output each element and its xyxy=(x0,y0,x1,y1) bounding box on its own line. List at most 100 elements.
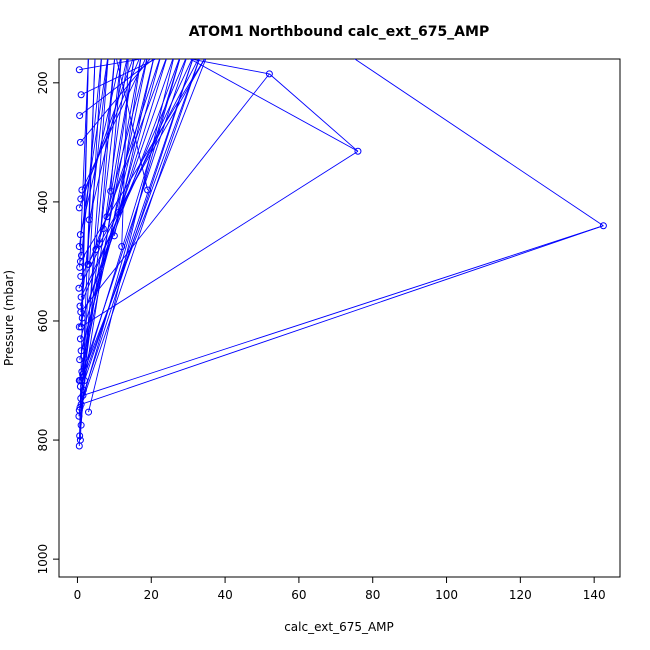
profile-segment xyxy=(80,225,604,405)
data-point xyxy=(77,323,85,331)
profile-segment xyxy=(88,59,167,265)
data-point xyxy=(96,240,104,248)
x-tick-label: 80 xyxy=(365,588,380,602)
profile-segment xyxy=(78,59,200,411)
data-point xyxy=(354,147,362,155)
data-point xyxy=(78,186,86,194)
data-point xyxy=(77,195,85,203)
data-point xyxy=(76,335,84,343)
profile-segment xyxy=(106,59,135,217)
plot-frame xyxy=(58,58,621,578)
profile-segment xyxy=(79,59,155,116)
y-axis-label: Pressure (mbar) xyxy=(2,270,16,366)
profile-segment xyxy=(82,225,604,396)
x-tick-label: 120 xyxy=(509,588,532,602)
data-point xyxy=(79,391,87,399)
data-points xyxy=(75,66,607,450)
data-point xyxy=(77,421,85,429)
data-point xyxy=(80,377,88,385)
profile-segment xyxy=(354,59,604,227)
data-point xyxy=(75,204,83,212)
data-point xyxy=(76,257,84,265)
profile-segment xyxy=(80,150,359,328)
profile-segment xyxy=(82,59,207,375)
profile-segment xyxy=(78,59,141,381)
data-point xyxy=(75,243,83,251)
x-axis: 0 20 40 60 80 100 120 140 xyxy=(74,577,606,602)
profile-segment xyxy=(79,59,187,307)
data-point xyxy=(75,406,83,414)
profile-segment xyxy=(80,73,270,313)
y-tick-label: 800 xyxy=(36,429,50,452)
data-point xyxy=(77,293,85,301)
profile-segment xyxy=(80,59,161,351)
data-point xyxy=(110,232,118,240)
profile-segment xyxy=(80,59,109,313)
data-point xyxy=(76,112,84,120)
profile-segment xyxy=(79,59,121,235)
profile-segment xyxy=(80,59,206,277)
profile-segment xyxy=(80,59,140,200)
y-tick-label: 400 xyxy=(36,190,50,213)
data-point xyxy=(78,368,86,376)
data-point xyxy=(78,377,86,385)
x-tick-label: 140 xyxy=(583,588,606,602)
data-point xyxy=(85,216,93,224)
profile-segment xyxy=(99,59,116,244)
data-point xyxy=(118,243,126,251)
profile-segment xyxy=(110,59,122,192)
x-tick-label: 100 xyxy=(435,588,458,602)
data-point xyxy=(76,356,84,364)
data-point xyxy=(76,231,84,239)
profile-segment xyxy=(81,59,146,191)
data-point xyxy=(103,213,111,221)
profile-segment xyxy=(79,59,144,71)
profile-segment xyxy=(102,59,148,229)
data-point xyxy=(77,91,85,99)
plot-area xyxy=(75,59,607,450)
data-point xyxy=(92,246,100,254)
data-point xyxy=(107,187,115,195)
data-point xyxy=(76,436,84,444)
data-point xyxy=(85,260,93,268)
data-point xyxy=(85,408,93,416)
profile-segment xyxy=(78,59,134,209)
chart-title: ATOM1 Northbound calc_ext_675_AMP xyxy=(189,24,489,40)
data-point xyxy=(77,308,85,316)
data-point xyxy=(75,284,83,292)
profile-segment xyxy=(80,59,181,405)
profile-segment xyxy=(188,59,270,75)
y-tick-label: 600 xyxy=(36,310,50,333)
data-point xyxy=(114,209,122,217)
x-tick-label: 20 xyxy=(144,588,159,602)
profile-segment xyxy=(79,59,200,387)
profile-segment xyxy=(269,73,359,152)
x-tick-label: 60 xyxy=(291,588,306,602)
y-axis: 200 400 600 800 1000 xyxy=(36,71,59,574)
x-tick-label: 0 xyxy=(74,588,82,602)
profile-segment xyxy=(78,59,174,328)
profile-segment xyxy=(79,59,167,339)
profile-segment xyxy=(117,59,142,213)
x-axis-label: calc_ext_675_AMP xyxy=(284,620,394,634)
data-point xyxy=(76,377,84,385)
data-point xyxy=(76,432,84,440)
data-point xyxy=(75,323,83,331)
profile-segment xyxy=(189,59,359,152)
data-point xyxy=(144,186,152,194)
y-tick-label: 200 xyxy=(36,71,50,94)
data-point xyxy=(75,66,83,74)
profile-segment xyxy=(84,59,194,381)
x-tick-label: 40 xyxy=(217,588,232,602)
data-point xyxy=(76,403,84,411)
profile-segment xyxy=(79,59,187,381)
y-tick-label: 1000 xyxy=(36,544,50,575)
data-point xyxy=(77,347,85,355)
profile-segment xyxy=(121,59,129,247)
profile-segment xyxy=(88,59,174,413)
data-point xyxy=(76,138,84,146)
profile-segment xyxy=(113,59,155,236)
profile-segment xyxy=(80,59,205,262)
data-point xyxy=(99,225,107,233)
